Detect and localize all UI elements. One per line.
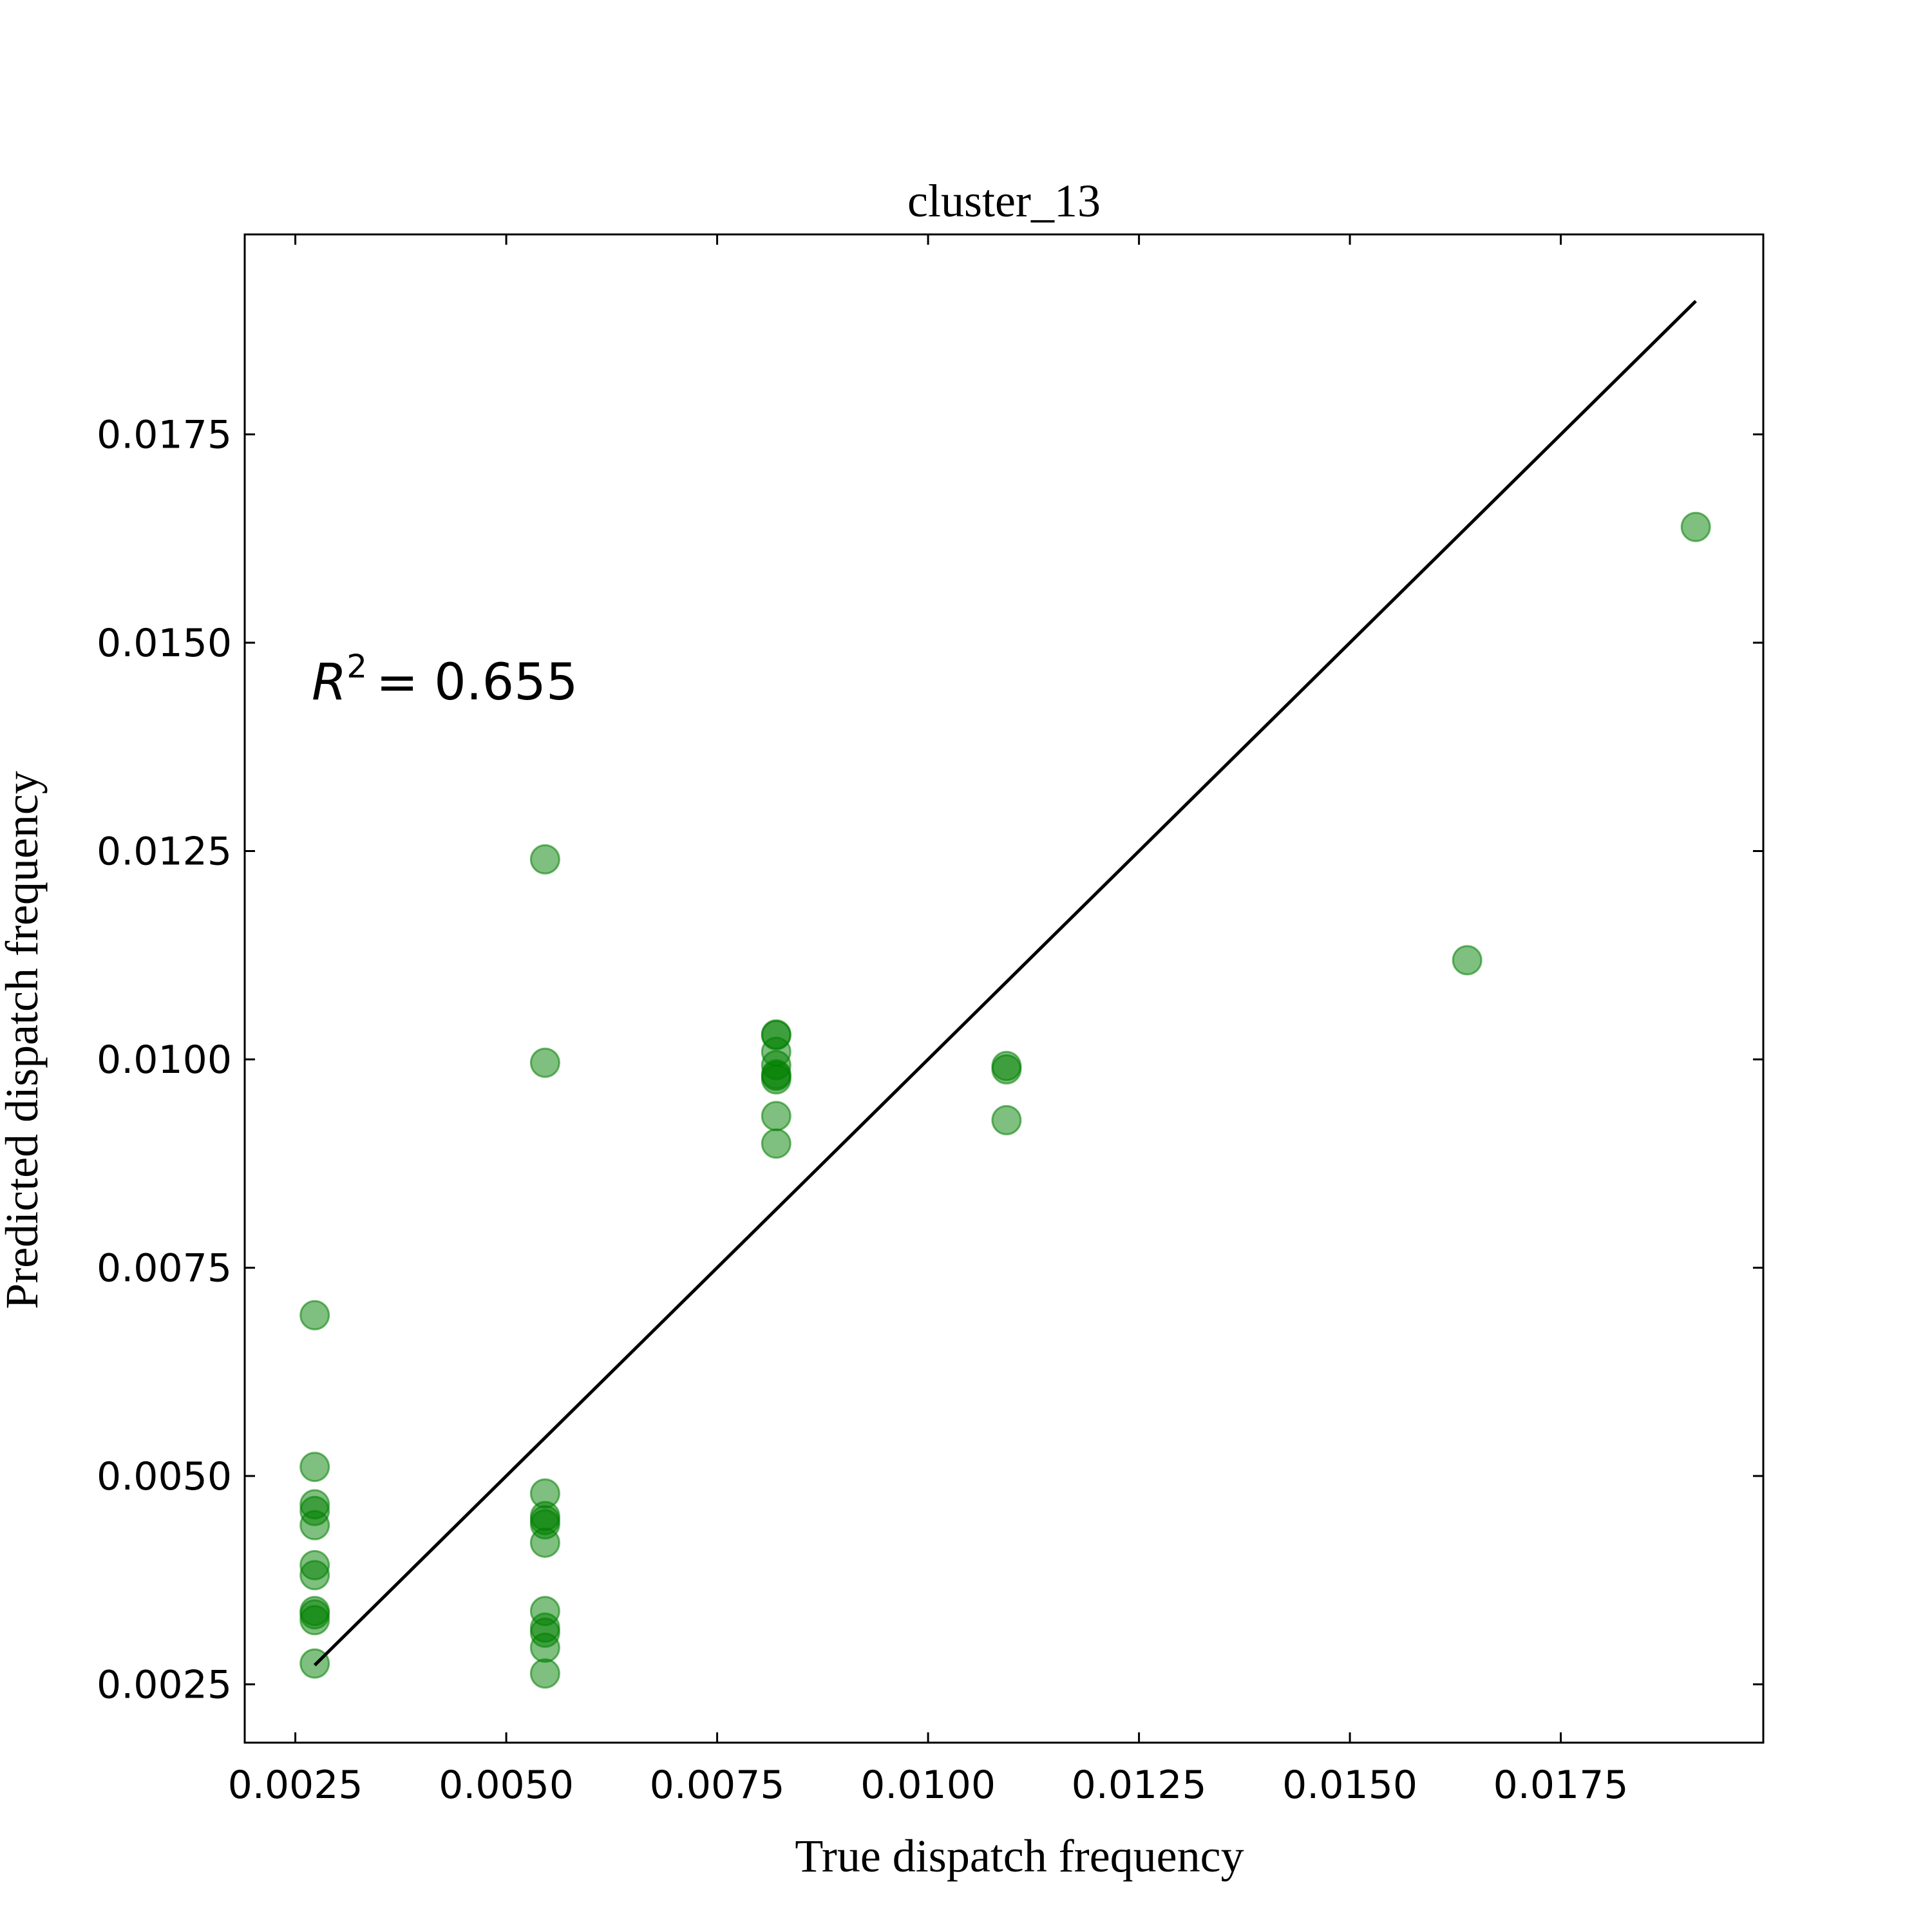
scatter-point bbox=[991, 1054, 1022, 1084]
scatter-point bbox=[761, 1101, 791, 1132]
r-squared-symbol: R bbox=[312, 654, 346, 712]
plot-frame bbox=[243, 233, 1765, 1744]
y-tick-label: 0.0125 bbox=[97, 829, 232, 875]
chart-title: cluster_13 bbox=[907, 175, 1101, 227]
scatter-point bbox=[529, 1658, 560, 1689]
reference-line-layer bbox=[313, 299, 1697, 1667]
r-squared-superscript: 2 bbox=[346, 648, 367, 685]
scatter-point bbox=[299, 1605, 330, 1636]
scatter-point bbox=[299, 1510, 330, 1540]
scatter-point bbox=[299, 1452, 330, 1482]
y-tick-label: 0.0075 bbox=[97, 1246, 232, 1291]
tick-labels-layer: 0.0025 0.0050 0.0075 0.0100 0.0125 0.0150 0.01… bbox=[97, 413, 1629, 1808]
x-tick-label: 0.0050 bbox=[439, 1763, 574, 1808]
x-tick-label: 0.0175 bbox=[1493, 1763, 1629, 1808]
ticks-layer bbox=[245, 234, 1763, 1743]
r-squared-value: = 0.655 bbox=[376, 654, 578, 712]
scatter-point bbox=[529, 1047, 560, 1078]
y-axis-label: Predicted dispatch frequency bbox=[0, 771, 48, 1309]
scatter-point bbox=[299, 1560, 330, 1591]
x-tick-label: 0.0075 bbox=[650, 1763, 785, 1808]
r-squared-annotation: R2 = 0.655 bbox=[312, 648, 578, 712]
scatter-point bbox=[1680, 511, 1711, 542]
scatter-point bbox=[299, 1300, 330, 1331]
scatter-point bbox=[761, 1128, 791, 1159]
y-tick-label: 0.0175 bbox=[97, 413, 232, 458]
x-tick-label: 0.0025 bbox=[228, 1763, 363, 1808]
y-tick-label: 0.0100 bbox=[97, 1037, 232, 1083]
y-tick-label: 0.0150 bbox=[97, 621, 232, 666]
scatter-point bbox=[1452, 945, 1482, 976]
scatter-point bbox=[761, 1064, 791, 1095]
x-tick-label: 0.0150 bbox=[1282, 1763, 1417, 1808]
x-tick-label: 0.0100 bbox=[860, 1763, 996, 1808]
y-tick-label: 0.0050 bbox=[97, 1454, 232, 1499]
scatter-point bbox=[991, 1104, 1022, 1135]
x-tick-label: 0.0125 bbox=[1072, 1763, 1207, 1808]
scatter-point bbox=[529, 1528, 560, 1558]
identity-line bbox=[313, 299, 1697, 1667]
y-tick-label: 0.0025 bbox=[97, 1662, 232, 1707]
x-axis-label: True dispatch frequency bbox=[795, 1830, 1244, 1882]
scatter-point bbox=[529, 844, 560, 875]
scatter-point bbox=[529, 1633, 560, 1663]
points-layer bbox=[299, 511, 1711, 1689]
